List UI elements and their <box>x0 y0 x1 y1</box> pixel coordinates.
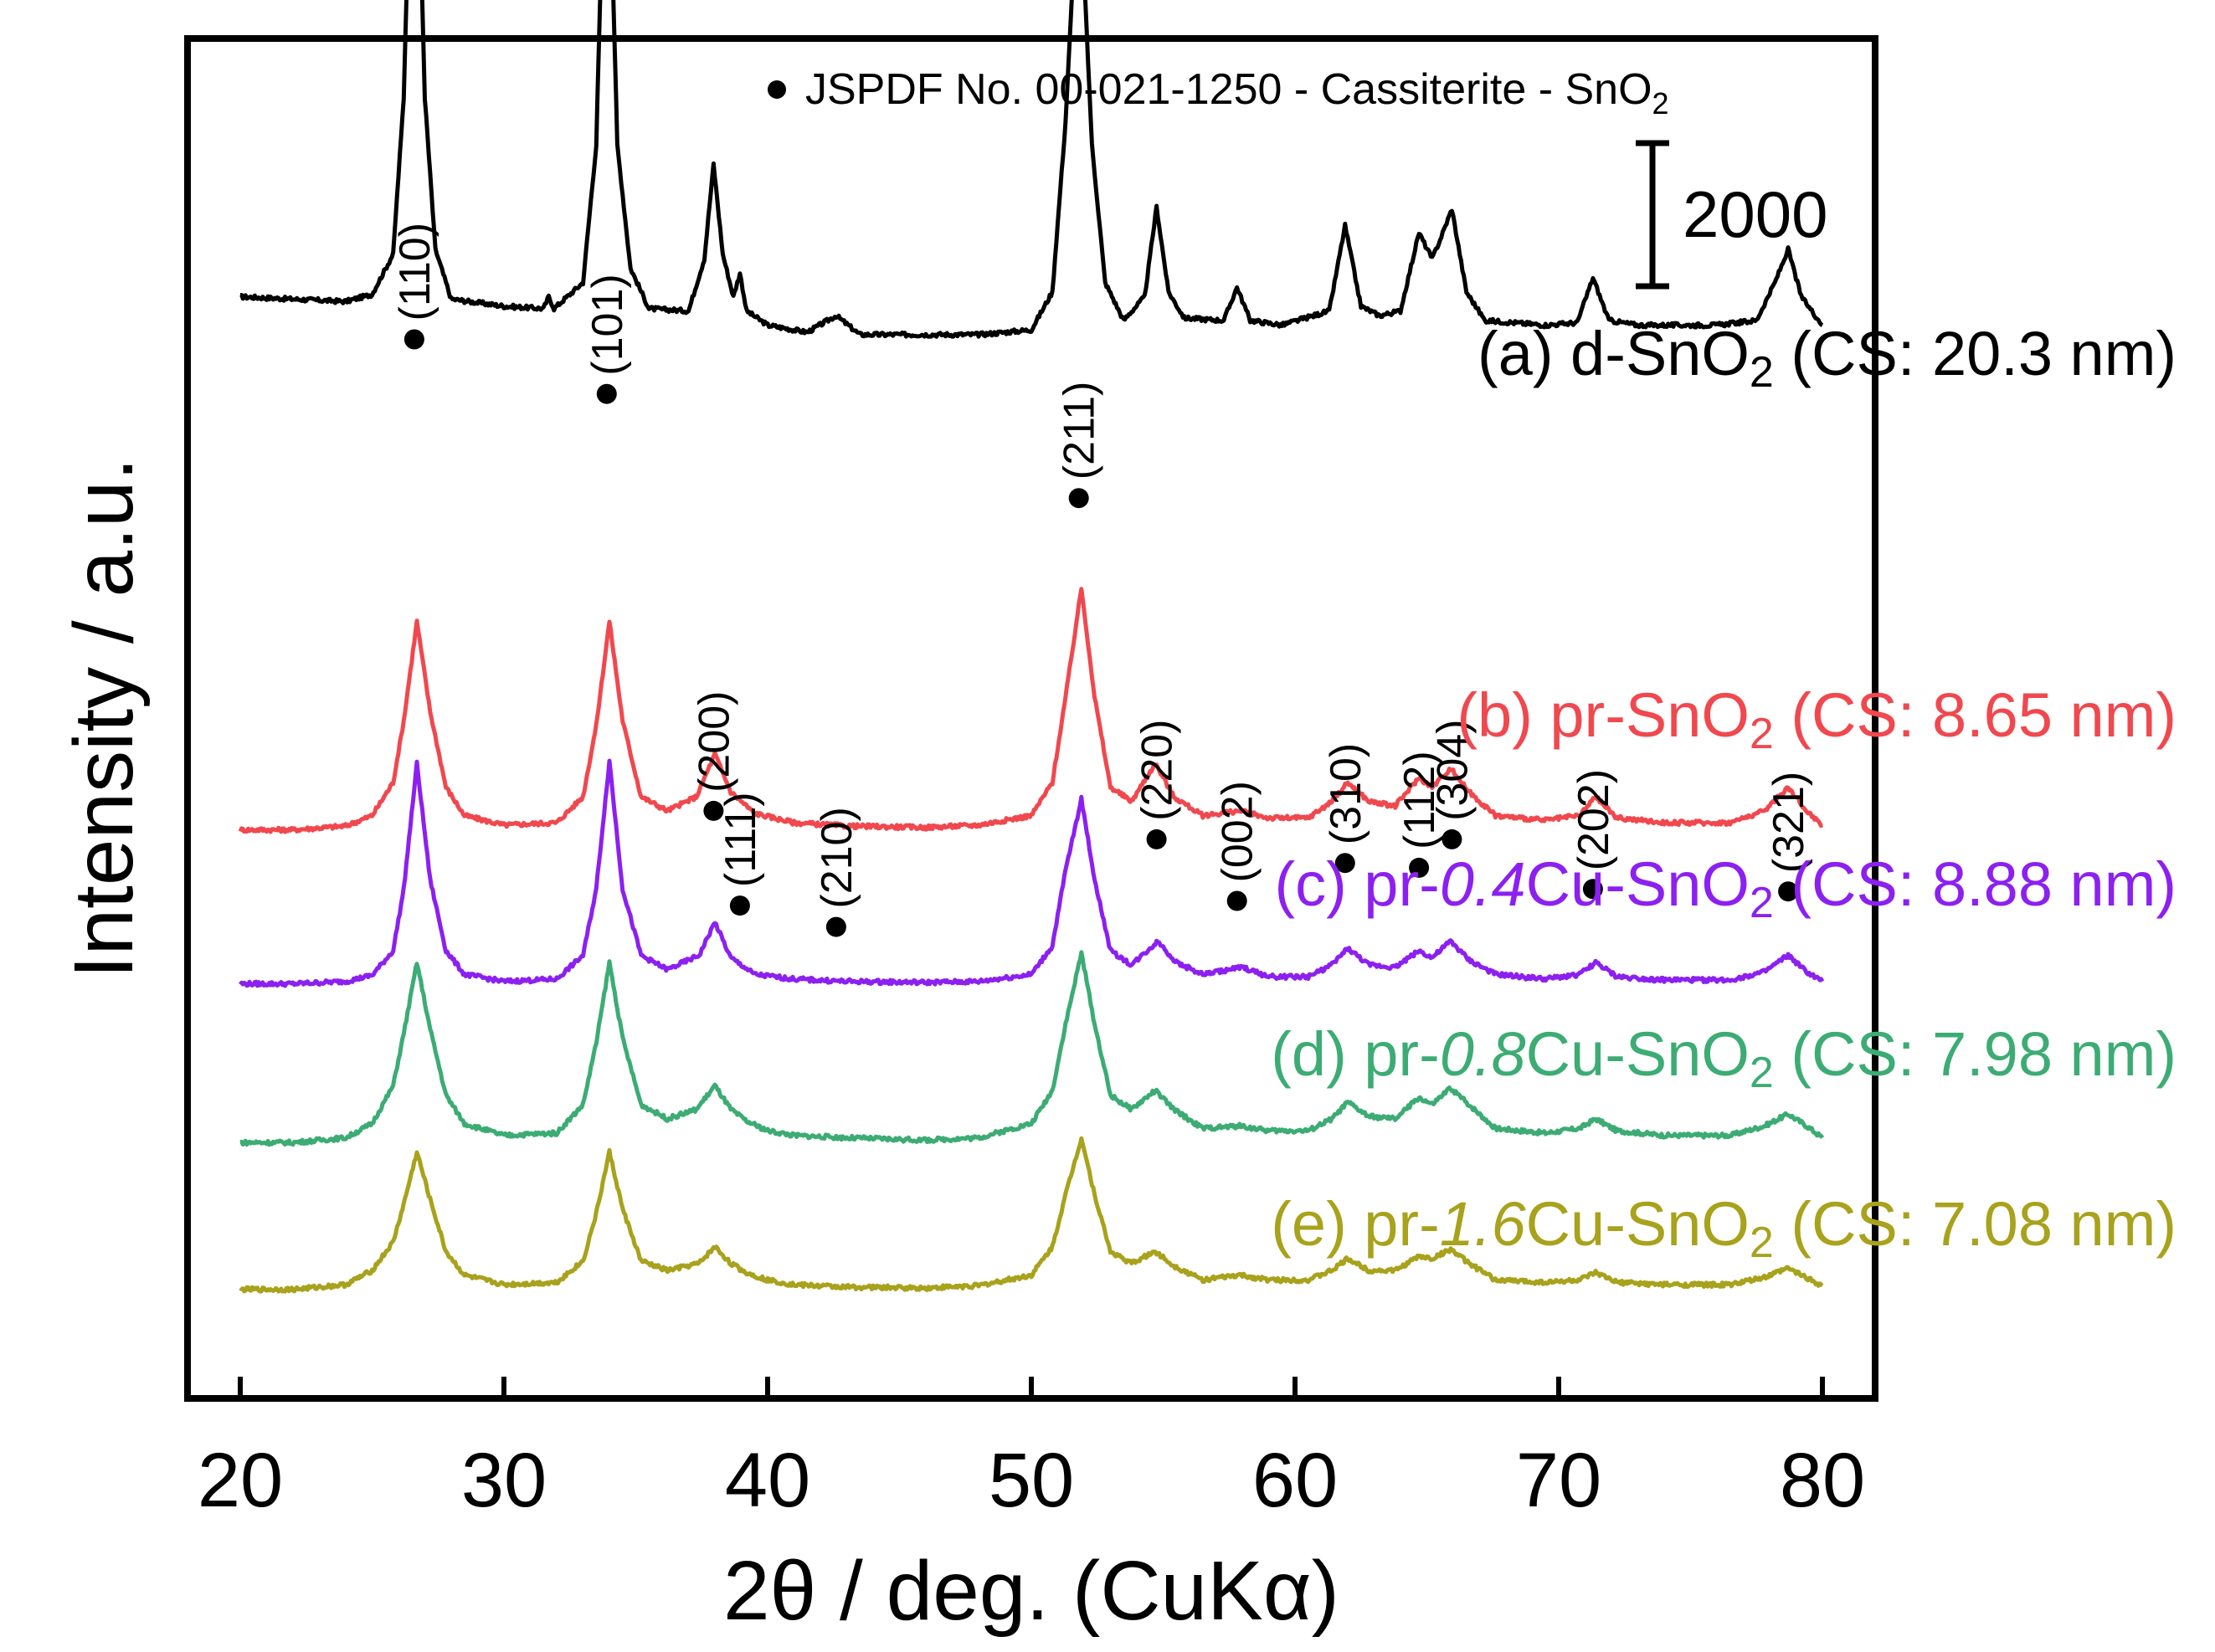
peak-label: (210) <box>813 807 861 908</box>
series-labels: (a) d-SnO2 (CS: 20.3 nm) (b) pr-SnO2 (CS:… <box>1271 319 2176 1267</box>
series-label-b: (b) pr-SnO2 (CS: 8.65 nm) <box>1457 680 2176 758</box>
peak-marker <box>403 329 424 350</box>
peak-label: (110) <box>391 223 439 321</box>
x-tick-label: 50 <box>989 1438 1074 1523</box>
peak-marker <box>1068 488 1089 509</box>
peak-label: (211) <box>1056 382 1104 480</box>
peak-label: (200) <box>690 690 738 792</box>
peak-marker <box>703 800 724 821</box>
x-tick-label: 30 <box>461 1438 547 1523</box>
x-axis-title: 2θ / deg. (CuKα) <box>723 1544 1339 1638</box>
peak-marker <box>1226 890 1247 911</box>
peak-label: (202) <box>1570 769 1618 870</box>
legend-entry: JSPDF No. 00-021-1250 - Cassiterite - Sn… <box>805 65 1669 121</box>
y-axis-title: Intensity / a.u. <box>57 458 151 979</box>
series-label-c: (c) pr-0.4Cu-SnO2 (CS: 8.88 nm) <box>1274 849 2176 927</box>
peak-label: (304) <box>1428 719 1477 820</box>
peak-marker <box>596 383 617 404</box>
x-tick-label: 60 <box>1252 1438 1338 1523</box>
peak-label: (101) <box>583 274 632 375</box>
peak-label: (002) <box>1214 781 1262 882</box>
series-line-e <box>239 1136 1824 1294</box>
series-label-e: (e) pr-1.6Cu-SnO2 (CS: 7.08 nm) <box>1271 1189 2176 1267</box>
peak-label: (321) <box>1765 772 1813 873</box>
peak-marker <box>1582 879 1603 900</box>
x-axis: 20 30 40 50 60 70 80 <box>198 1377 1865 1523</box>
peak-marker <box>1146 829 1167 849</box>
peak-label: (220) <box>1133 719 1182 820</box>
legend-dot-icon <box>768 80 786 99</box>
peak-marker <box>1409 857 1430 878</box>
peak-markers: (110) (101) (200)(111) (210) (211) (220) (002)… <box>391 223 1813 937</box>
series-group <box>238 0 1825 1294</box>
scale-bar-label: 2000 <box>1683 177 1828 251</box>
peak-marker <box>825 916 846 937</box>
x-tick-label: 70 <box>1516 1438 1601 1523</box>
x-tick-label: 80 <box>1780 1438 1865 1523</box>
peak-marker <box>729 895 750 916</box>
series-line-b <box>238 587 1824 834</box>
legend: JSPDF No. 00-021-1250 - Cassiterite - Sn… <box>768 65 1669 121</box>
series-line-d <box>239 950 1825 1147</box>
peak-marker <box>1334 853 1355 874</box>
x-tick-label: 40 <box>725 1438 810 1523</box>
peak-label: (310) <box>1322 743 1370 844</box>
series-line-c <box>239 758 1825 988</box>
peak-marker <box>1442 829 1462 849</box>
scale-bar: 2000 <box>1636 140 1828 290</box>
peak-marker <box>1778 881 1799 902</box>
peak-label: (111) <box>717 792 765 887</box>
series-line-a <box>239 0 1824 339</box>
peak-label: (112) <box>1395 751 1444 849</box>
series-label-d: (d) pr-0.8Cu-SnO2 (CS: 7.98 nm) <box>1271 1019 2176 1097</box>
x-tick-label: 20 <box>198 1438 283 1523</box>
series-label-a: (a) d-SnO2 (CS: 20.3 nm) <box>1478 319 2176 397</box>
